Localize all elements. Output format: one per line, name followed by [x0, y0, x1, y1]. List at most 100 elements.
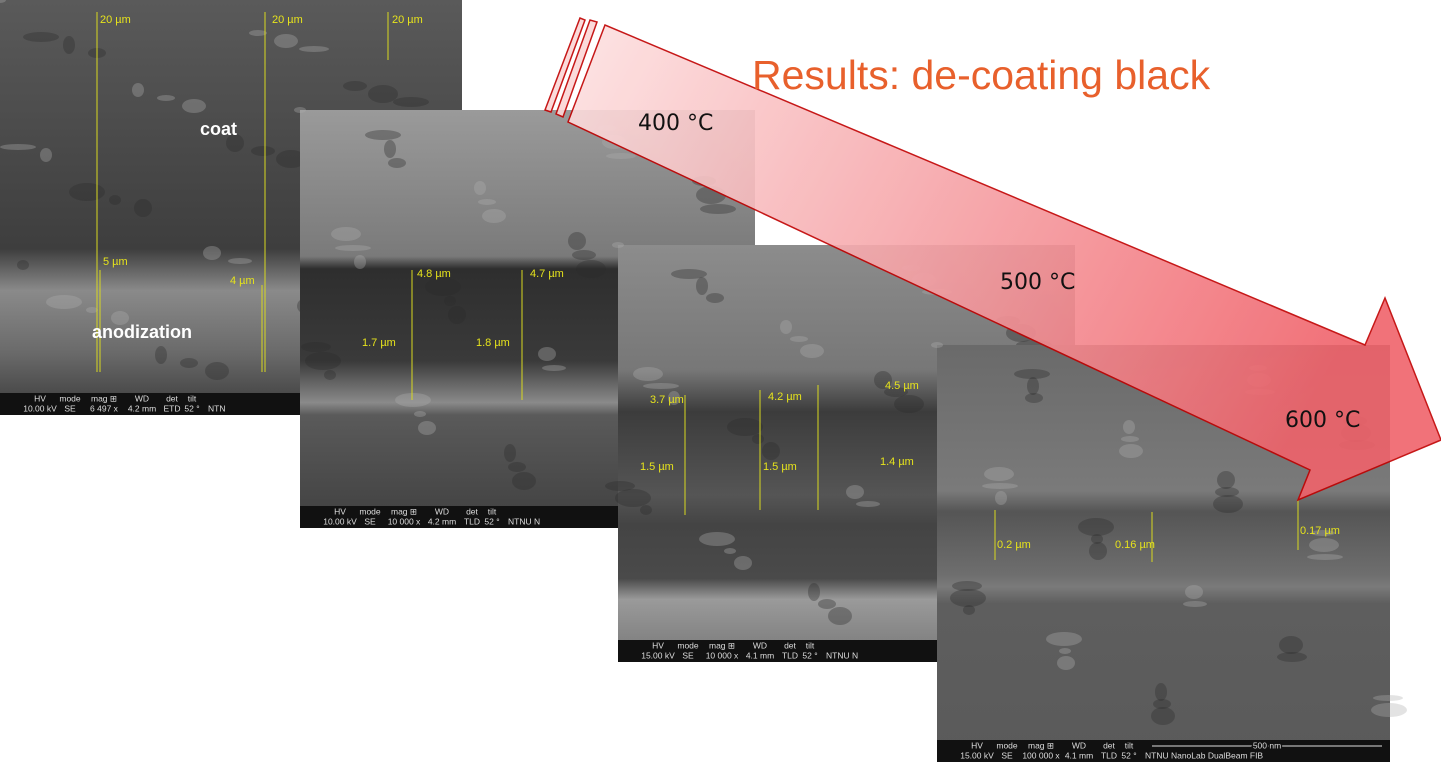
texture: [1151, 707, 1175, 725]
databar-value: 52 °: [184, 403, 199, 413]
databar-header: tilt: [1125, 740, 1134, 750]
texture: [294, 107, 306, 113]
texture: [274, 34, 298, 48]
texture: [504, 444, 516, 462]
texture: [538, 347, 556, 361]
databar-value: 10 000 x: [388, 516, 421, 526]
texture: [1014, 369, 1050, 379]
texture: [393, 97, 429, 107]
texture: [157, 95, 175, 101]
image-label: anodization: [92, 322, 192, 342]
databar-value: 52 °: [1121, 750, 1136, 760]
texture: [734, 556, 752, 570]
texture: [800, 344, 824, 358]
texture: [950, 589, 986, 607]
texture: [671, 269, 707, 279]
databar-header: det: [166, 393, 178, 403]
databar-header: det: [784, 640, 796, 650]
texture: [414, 411, 426, 417]
texture: [1123, 420, 1135, 434]
databar-value: 52 °: [802, 650, 817, 660]
texture: [249, 30, 267, 36]
databar-header: WD: [135, 393, 149, 403]
image-label: 1.4 µm: [880, 456, 914, 468]
databar-value: 10.00 kV: [23, 403, 57, 413]
texture: [1307, 554, 1343, 560]
texture: [1089, 542, 1107, 560]
texture: [384, 140, 396, 158]
databar-value: 6 497 x: [90, 403, 119, 413]
databar-value: TLD: [464, 516, 480, 526]
texture: [365, 130, 401, 140]
texture: [606, 153, 636, 159]
databar-footer: NTN: [208, 403, 225, 413]
texture: [696, 277, 708, 295]
texture: [299, 46, 329, 52]
image-label: 0.2 µm: [997, 539, 1031, 551]
texture: [952, 581, 982, 591]
databar-value: 4.2 mm: [128, 403, 156, 413]
texture: [251, 146, 275, 156]
page: {"title": "Results: de-coating black", "…: [0, 0, 1441, 767]
texture: [395, 393, 431, 407]
databar-value: TLD: [1101, 750, 1117, 760]
texture: [828, 607, 852, 625]
databar-value: 52 °: [484, 516, 499, 526]
texture: [615, 489, 651, 507]
texture: [752, 434, 764, 444]
texture: [69, 183, 105, 201]
image-label: 1.8 µm: [476, 337, 510, 349]
texture: [86, 307, 98, 313]
texture: [203, 246, 221, 260]
texture: [180, 358, 198, 368]
texture: [1078, 518, 1114, 536]
texture: [700, 204, 736, 214]
databar-header: HV: [34, 393, 46, 403]
texture: [727, 418, 763, 436]
databar-footer: NTNU NanoLab DualBeam FIB: [1145, 750, 1263, 760]
texture: [724, 548, 736, 554]
texture: [132, 83, 144, 97]
texture: [808, 583, 820, 601]
databar-value: 4.1 mm: [1065, 750, 1093, 760]
texture: [63, 36, 75, 54]
texture: [418, 421, 436, 435]
databar-footer: NTNU N: [826, 650, 858, 660]
databar-value: SE: [682, 650, 694, 660]
temperature-label: 500 °C: [1000, 270, 1075, 295]
texture: [612, 242, 624, 248]
texture: [354, 255, 366, 269]
texture: [109, 195, 121, 205]
texture: [388, 158, 406, 168]
texture: [205, 362, 229, 380]
texture: [1371, 703, 1407, 717]
texture: [818, 599, 836, 609]
texture: [301, 342, 331, 352]
image-label: 4.8 µm: [417, 268, 451, 280]
texture: [1183, 601, 1207, 607]
texture: [1373, 695, 1403, 701]
databar-header: mode: [677, 640, 699, 650]
image-label: 20 µm: [100, 14, 131, 26]
slide-title: Results: de-coating black: [752, 52, 1211, 98]
texture: [368, 85, 398, 103]
image-label: 20 µm: [272, 14, 303, 26]
texture: [324, 370, 336, 380]
databar-header: WD: [435, 506, 449, 516]
texture: [17, 260, 29, 270]
texture: [23, 32, 59, 42]
scale-label: 500 nm: [1253, 740, 1281, 750]
texture: [482, 209, 506, 223]
databar-value: TLD: [782, 650, 798, 660]
texture: [790, 336, 808, 342]
image-label: 20 µm: [392, 14, 423, 26]
image-label: 0.17 µm: [1300, 525, 1340, 537]
texture: [1213, 495, 1243, 513]
texture: [984, 467, 1014, 481]
databar-header: HV: [334, 506, 346, 516]
texture: [182, 99, 206, 113]
texture: [856, 501, 880, 507]
image-label: coat: [200, 119, 237, 139]
texture: [478, 199, 496, 205]
texture: [706, 293, 724, 303]
